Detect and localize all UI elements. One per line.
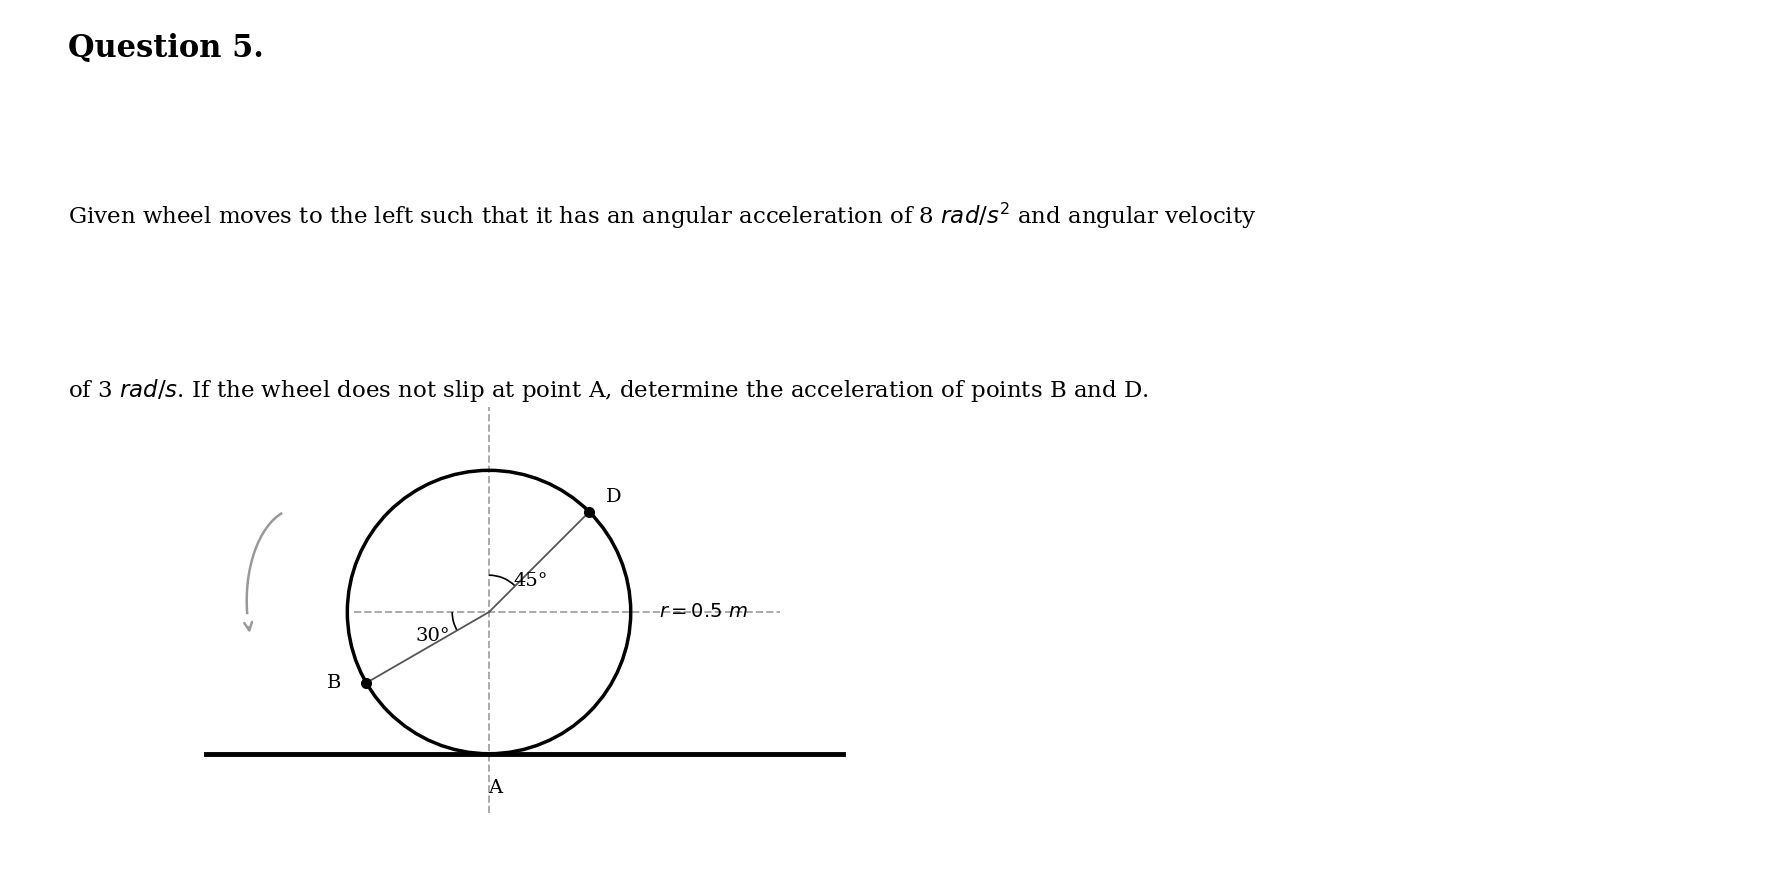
Text: Given wheel moves to the left such that it has an angular acceleration of 8 $\ma: Given wheel moves to the left such that …: [68, 201, 1256, 231]
Text: Question 5.: Question 5.: [68, 33, 264, 65]
Text: B: B: [326, 674, 341, 691]
Text: 45°: 45°: [514, 572, 548, 589]
Text: A: A: [487, 780, 501, 797]
Text: 30°: 30°: [416, 627, 450, 645]
Text: D: D: [607, 488, 623, 506]
Text: of 3 $\mathit{rad/s}$. If the wheel does not slip at point A, determine the acce: of 3 $\mathit{rad/s}$. If the wheel does…: [68, 377, 1149, 404]
Text: $r = 0.5\ m$: $r = 0.5\ m$: [658, 603, 747, 621]
